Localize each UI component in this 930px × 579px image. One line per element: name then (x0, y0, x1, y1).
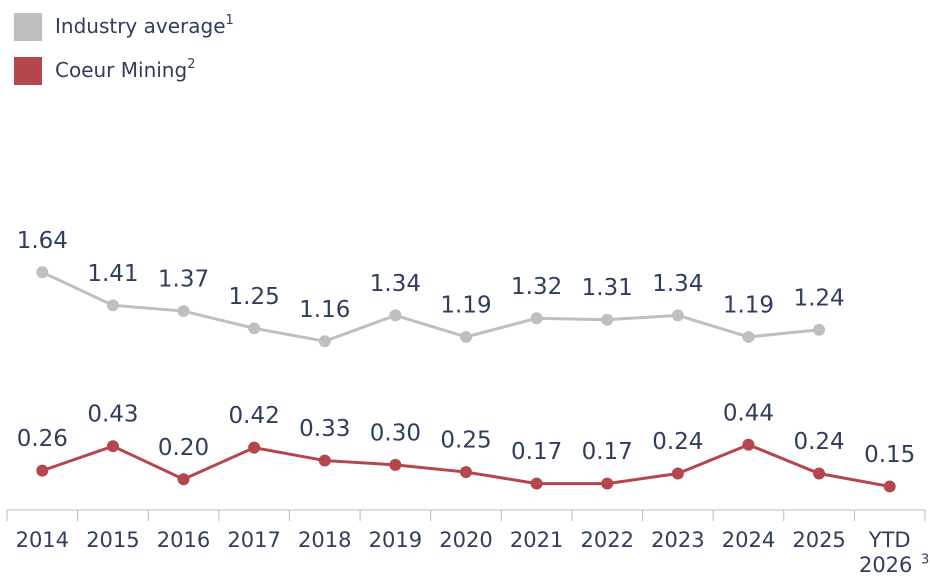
data-point (248, 322, 261, 335)
data-label: 1.31 (582, 275, 633, 301)
legend-name: Coeur Mining (55, 58, 187, 82)
x-tick-label: YTD 2026 (859, 528, 912, 577)
data-label: 1.19 (723, 292, 774, 318)
data-label: 0.20 (158, 435, 209, 461)
x-tick-label: 2017 (227, 528, 280, 552)
data-label: 0.24 (793, 429, 844, 455)
data-label: 0.17 (511, 439, 562, 465)
legend-footnote: 2 (187, 57, 195, 72)
data-point (671, 309, 684, 322)
data-point (106, 440, 119, 453)
data-point (813, 467, 826, 480)
data-point (813, 323, 826, 336)
data-label: 0.44 (723, 400, 774, 426)
data-point (318, 335, 331, 348)
x-tick-label: 2024 (722, 528, 775, 552)
x-tick-label: 2016 (157, 528, 210, 552)
data-label: 1.41 (87, 261, 138, 287)
x-tick-label: 2021 (510, 528, 563, 552)
data-point (671, 467, 684, 480)
x-tick-label: 2018 (298, 528, 351, 552)
data-point (530, 477, 543, 490)
data-point (389, 309, 402, 322)
data-point (177, 473, 190, 486)
data-label: 1.34 (370, 271, 421, 297)
data-point (601, 477, 614, 490)
x-tick-label: 2025 (792, 528, 845, 552)
legend-footnote: 1 (226, 13, 234, 28)
x-tick-label: 2023 (651, 528, 704, 552)
x-tick-label: 2015 (86, 528, 139, 552)
data-point (460, 330, 472, 343)
data-label: 1.34 (652, 271, 703, 297)
x-tick-label: 2014 (16, 528, 69, 552)
data-point (106, 299, 119, 312)
data-point (318, 454, 331, 467)
data-point (601, 313, 614, 326)
x-tick-label-line: YTD (868, 528, 911, 552)
x-tick-label: 2022 (581, 528, 634, 552)
legend-name: Industry average (55, 14, 226, 38)
data-point (742, 330, 755, 343)
data-point (248, 441, 261, 454)
legend-swatch (14, 13, 42, 41)
legend-label: Industry average1 (55, 13, 234, 38)
data-label: 1.25 (229, 284, 280, 310)
data-label: 0.30 (370, 420, 421, 446)
x-tick-label: 2020 (439, 528, 492, 552)
data-label: 1.37 (158, 267, 209, 293)
data-label: 0.42 (229, 403, 280, 429)
data-label: 0.33 (299, 416, 350, 442)
data-label: 1.19 (440, 292, 491, 318)
data-label: 1.16 (299, 297, 350, 323)
data-point (883, 480, 896, 493)
data-point (36, 266, 49, 279)
data-point (530, 312, 543, 325)
data-label: 0.17 (582, 439, 633, 465)
data-label: 0.43 (87, 402, 138, 428)
data-point (742, 438, 755, 451)
x-tick-label-line: 2026 (859, 553, 912, 577)
data-label: 1.24 (793, 285, 844, 311)
data-label: 0.25 (440, 428, 491, 454)
series-line (41, 270, 820, 343)
data-label: 1.64 (17, 228, 68, 254)
legend-label: Coeur Mining2 (55, 57, 195, 82)
data-point (36, 464, 49, 477)
data-point (460, 466, 472, 479)
data-point (389, 458, 402, 471)
x-footnote: 3 (921, 553, 929, 568)
data-point (177, 305, 190, 318)
data-label: 0.26 (17, 426, 68, 452)
data-label: 1.32 (511, 274, 562, 300)
data-label: 0.15 (864, 442, 915, 468)
x-tick-label: 2019 (369, 528, 422, 552)
data-label: 0.24 (652, 429, 703, 455)
legend-swatch (14, 57, 42, 85)
